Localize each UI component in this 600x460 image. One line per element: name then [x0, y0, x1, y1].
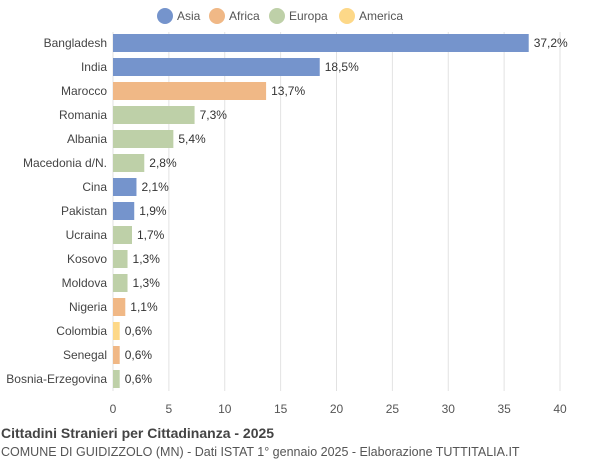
data-label: 1,7% [137, 228, 165, 242]
bar-macedonia-d-n- [113, 154, 145, 172]
bar-romania [113, 106, 195, 124]
x-tick-label: 0 [110, 402, 117, 416]
x-tick-label: 10 [218, 402, 232, 416]
legend-marker-africa [209, 8, 225, 24]
bar-moldova [113, 274, 128, 292]
data-label: 7,3% [200, 108, 228, 122]
bar-india [113, 58, 320, 76]
category-label: Macedonia d/N. [23, 156, 107, 170]
data-label: 0,6% [125, 348, 153, 362]
legend-marker-asia [157, 8, 173, 24]
legend-marker-america [339, 8, 355, 24]
x-tick-label: 25 [386, 402, 400, 416]
x-tick-label: 20 [330, 402, 344, 416]
legend-label-europa: Europa [289, 9, 328, 23]
data-label: 2,8% [149, 156, 177, 170]
chart-title: Cittadini Stranieri per Cittadinanza - 2… [1, 425, 275, 441]
bar-marocco [113, 82, 267, 100]
category-label: Senegal [63, 348, 107, 362]
legend-label-asia: Asia [177, 9, 201, 23]
bar-bangladesh [113, 34, 529, 52]
category-label: Ucraina [66, 228, 108, 242]
category-label: Bosnia-Erzegovina [6, 372, 107, 386]
data-label: 18,5% [325, 60, 359, 74]
data-label: 37,2% [534, 36, 568, 50]
bar-chart: 0 5 10 15 20 25 30 35 40 Asia Africa Europa America B… [6, 8, 568, 416]
bar-colombia [113, 322, 120, 340]
legend-label-america: America [359, 9, 403, 23]
bar-pakistan [113, 202, 135, 220]
category-label: Colombia [56, 324, 107, 338]
bar-senegal [113, 346, 120, 364]
data-label: 1,3% [133, 252, 161, 266]
data-label: 1,3% [133, 276, 161, 290]
category-label: Kosovo [67, 252, 107, 266]
category-label: Cina [82, 180, 107, 194]
x-tick-label: 15 [274, 402, 288, 416]
bar-bosnia-erzegovina [113, 370, 120, 388]
legend-label-africa: Africa [229, 9, 260, 23]
bar-kosovo [113, 250, 128, 268]
category-label: Marocco [61, 84, 107, 98]
bar-cina [113, 178, 137, 196]
x-tick-label: 30 [442, 402, 456, 416]
x-tick-label: 35 [497, 402, 511, 416]
category-label: Pakistan [61, 204, 107, 218]
category-label: Moldova [62, 276, 108, 290]
data-label: 0,6% [125, 324, 153, 338]
data-label: 1,9% [139, 204, 167, 218]
category-label: Romania [59, 108, 107, 122]
category-label: India [81, 60, 107, 74]
chart-subtitle: COMUNE DI GUIDIZZOLO (MN) - Dati ISTAT 1… [1, 445, 520, 459]
bar-nigeria [113, 298, 126, 316]
data-label: 5,4% [178, 132, 206, 146]
bar-ucraina [113, 226, 132, 244]
data-label: 1,1% [130, 300, 158, 314]
category-label: Albania [67, 132, 107, 146]
data-label: 2,1% [141, 180, 169, 194]
data-label: 0,6% [125, 372, 153, 386]
x-tick-label: 5 [166, 402, 173, 416]
bar-albania [113, 130, 174, 148]
data-label: 13,7% [271, 84, 305, 98]
category-label: Bangladesh [44, 36, 107, 50]
x-tick-label: 40 [553, 402, 567, 416]
category-label: Nigeria [69, 300, 107, 314]
legend-marker-europa [269, 8, 285, 24]
